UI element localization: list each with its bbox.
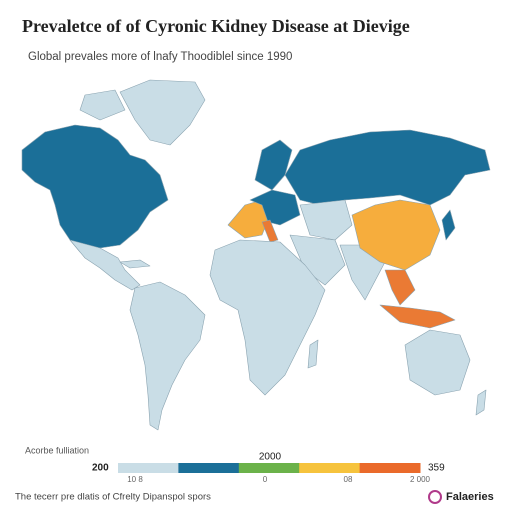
legend-swatch (238, 463, 300, 473)
southeast-asia (384, 269, 416, 306)
legend-tick: 08 (344, 475, 353, 484)
south-america (129, 281, 206, 431)
africa (209, 239, 326, 396)
legend-swatch (178, 463, 240, 473)
central-asia (299, 199, 353, 241)
russia (284, 129, 491, 206)
japan (441, 209, 456, 241)
legend-swatch (359, 463, 421, 473)
legend: 10 8 0 08 2 000 (118, 463, 431, 484)
north-america (21, 124, 169, 253)
legend-label: Acorbe fulliation (25, 445, 89, 455)
legend-tick: 2 000 (410, 475, 431, 484)
central-europe (249, 189, 301, 226)
brand: Falaeries (446, 491, 494, 503)
legend-mid: 2000 (259, 452, 282, 463)
legend-tick: 10 8 (127, 475, 143, 484)
indonesia (379, 304, 456, 329)
brand-icon (428, 490, 442, 504)
madagascar (307, 339, 319, 369)
legend-swatch (299, 463, 361, 473)
australia (404, 329, 471, 396)
legend-min: 200 (92, 463, 109, 474)
italy (261, 219, 279, 243)
caribbean (119, 259, 151, 269)
subtitle: Global prevales more of lnafy Thoodiblel… (28, 51, 292, 63)
new-zealand (475, 389, 487, 416)
title: Prevaletce of of Cyronic Kidney Disease … (22, 16, 410, 36)
scandinavia (254, 139, 293, 191)
arctic-islands (79, 89, 126, 121)
legend-swatch (118, 463, 179, 473)
china (351, 199, 441, 271)
legend-max: 359 (428, 463, 445, 474)
legend-tick: 0 (263, 475, 268, 484)
footer-note: The tecerr pre dlatis of Cfrelty Dipansp… (15, 492, 211, 503)
world-map (21, 79, 491, 431)
greenland (119, 79, 206, 146)
